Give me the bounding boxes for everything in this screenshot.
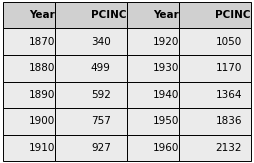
Text: 1836: 1836 [215,116,242,126]
Text: 927: 927 [91,143,111,153]
Bar [179,82,251,108]
Text: 340: 340 [91,37,111,47]
Bar [127,108,179,135]
Text: 1050: 1050 [215,37,242,47]
Bar [179,135,251,161]
Text: 1364: 1364 [215,90,242,100]
Bar [127,2,179,28]
Text: 1920: 1920 [153,37,180,47]
Bar [127,55,179,82]
Bar [55,2,127,28]
Text: Year: Year [29,10,54,20]
Bar [3,82,55,108]
Text: 1890: 1890 [29,90,55,100]
Text: 1880: 1880 [29,63,55,73]
Text: PCINC: PCINC [215,10,251,20]
Text: 1930: 1930 [153,63,180,73]
Bar [3,55,55,82]
Bar [55,135,127,161]
Bar [55,55,127,82]
Bar [179,2,251,28]
Text: 1960: 1960 [153,143,180,153]
Bar [3,2,55,28]
Bar [127,82,179,108]
Bar [127,28,179,55]
Text: 1940: 1940 [153,90,180,100]
Bar [179,108,251,135]
Bar [55,108,127,135]
Text: 1910: 1910 [29,143,55,153]
Bar [127,135,179,161]
Text: Year: Year [153,10,179,20]
Text: 592: 592 [91,90,111,100]
Text: 499: 499 [91,63,111,73]
Text: 1900: 1900 [29,116,55,126]
Text: 1170: 1170 [215,63,242,73]
Bar [55,28,127,55]
Bar [3,108,55,135]
Text: 1950: 1950 [153,116,180,126]
Text: 757: 757 [91,116,111,126]
Bar [3,135,55,161]
Text: PCINC: PCINC [91,10,126,20]
Bar [55,82,127,108]
Bar [179,28,251,55]
Bar [3,28,55,55]
Text: 2132: 2132 [215,143,242,153]
Bar [179,55,251,82]
Text: 1870: 1870 [29,37,55,47]
